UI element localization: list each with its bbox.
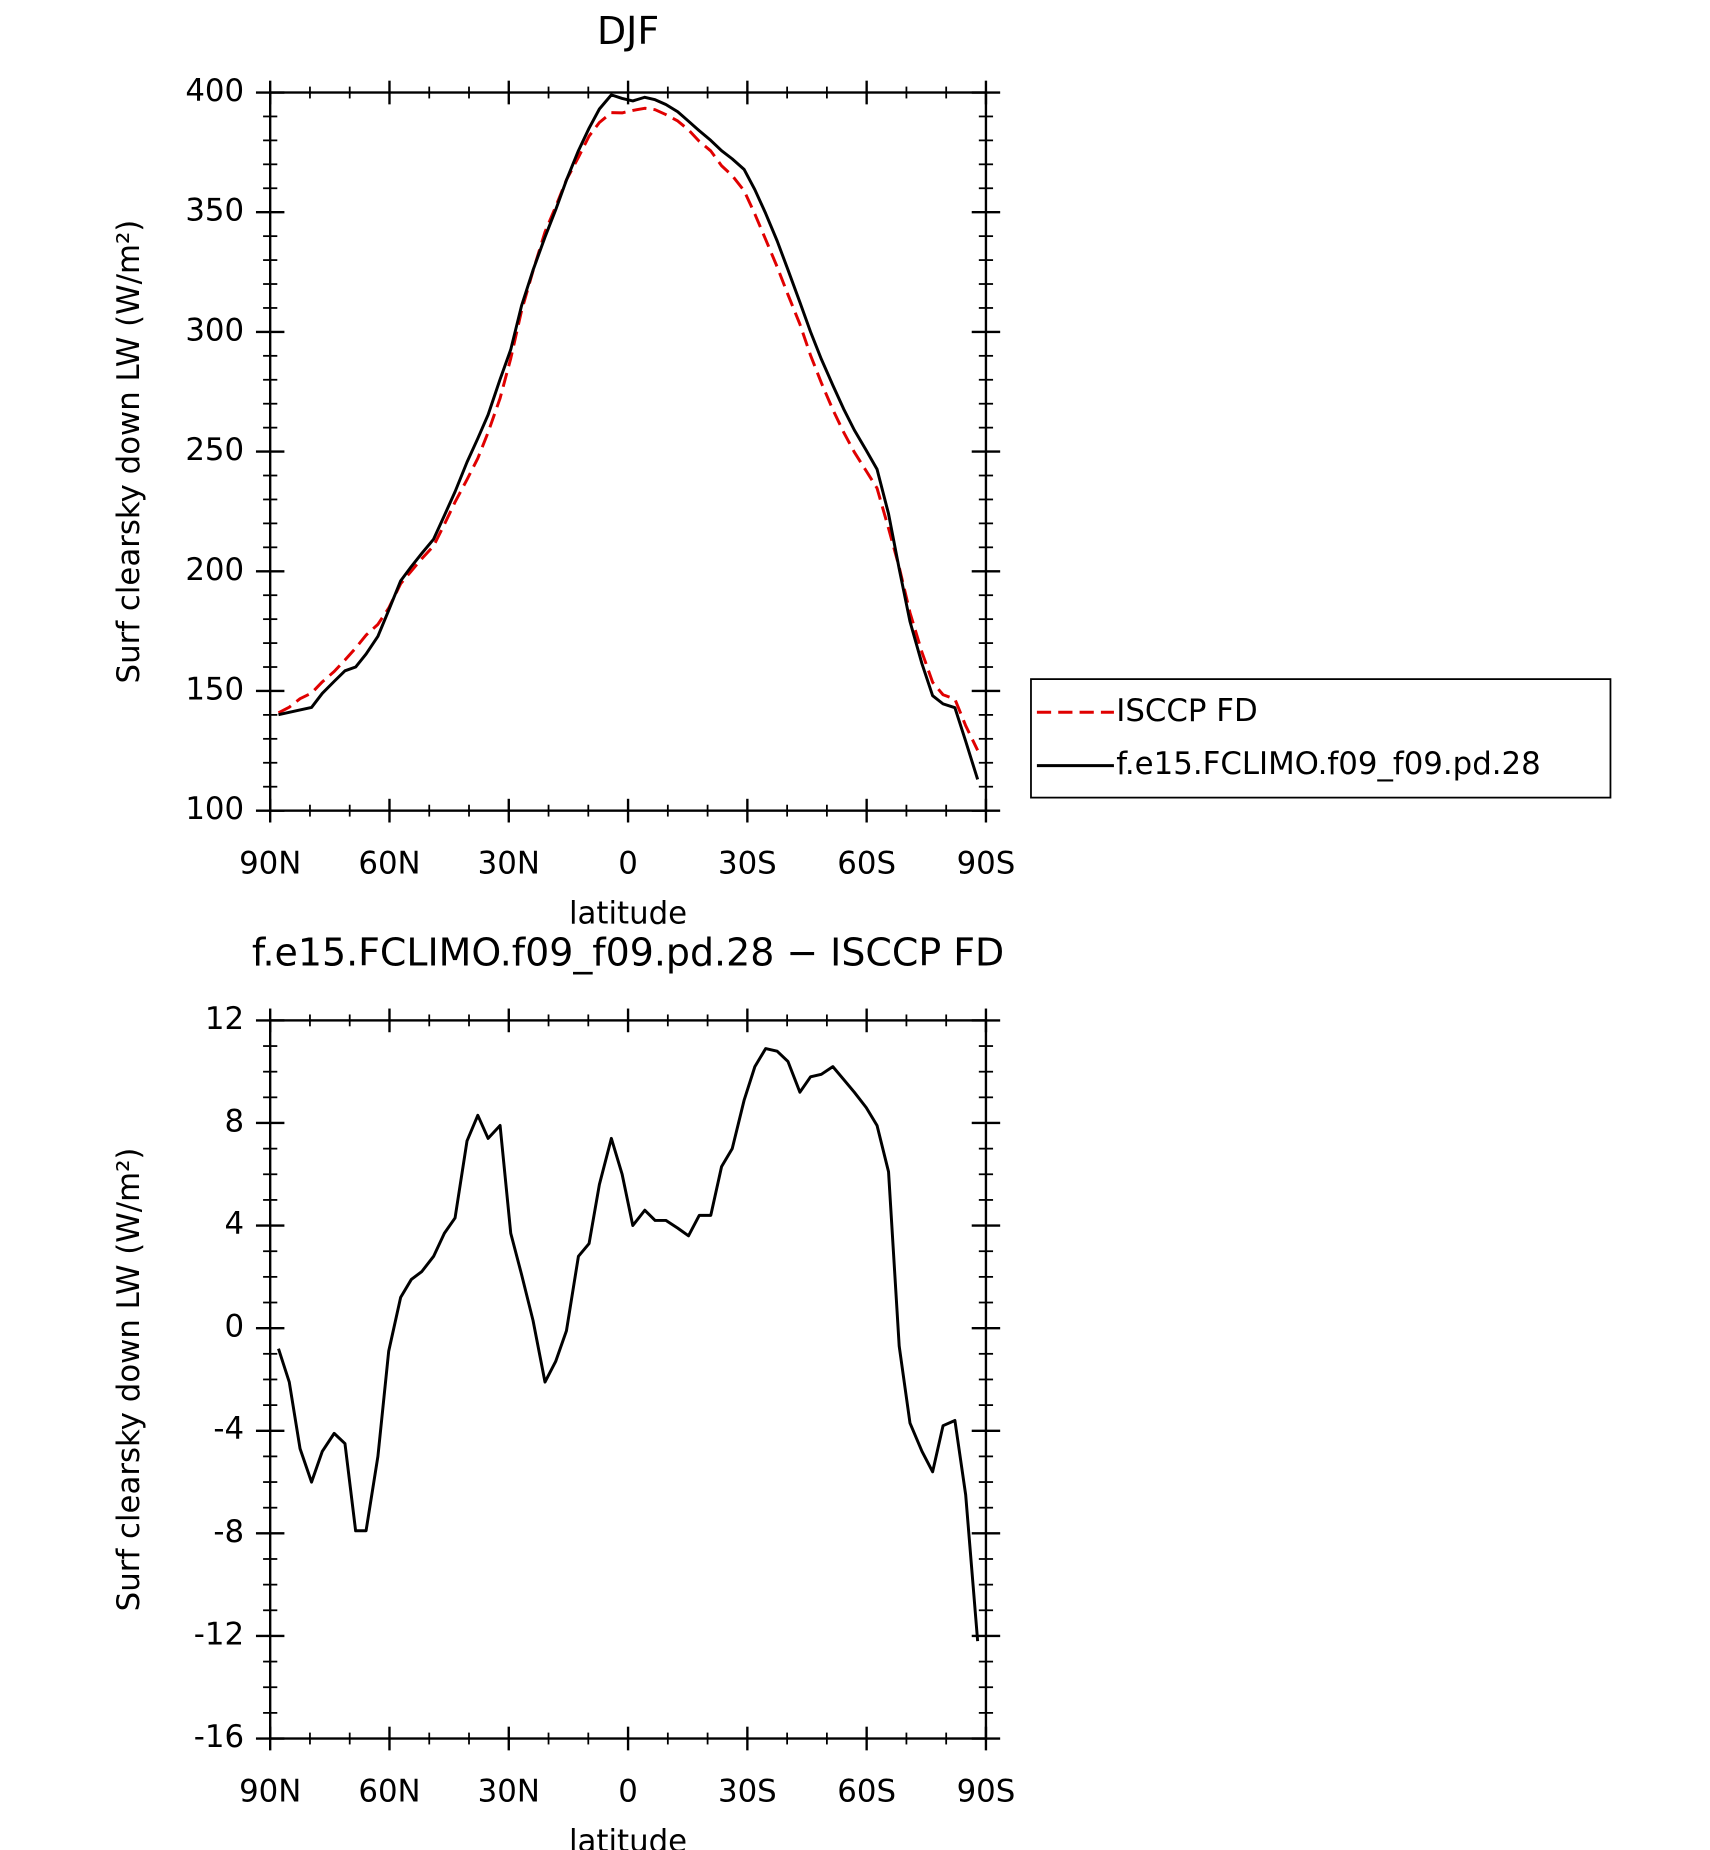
- y-tick-label: 350: [185, 193, 244, 229]
- x-tick-label: 30N: [478, 846, 540, 882]
- x-axis-label: latitude: [569, 895, 687, 931]
- chart-title: f.e15.FCLIMO.f09_f09.pd.28 − ISCCP FD: [252, 931, 1004, 975]
- x-tick-label: 90S: [957, 1774, 1016, 1810]
- chart-title: DJF: [597, 9, 659, 53]
- x-tick-label: 0: [618, 846, 638, 882]
- y-tick-label: -8: [213, 1514, 244, 1550]
- y-tick-label: 250: [185, 432, 244, 468]
- y-tick-label: 0: [225, 1309, 245, 1345]
- x-tick-label: 30N: [478, 1774, 540, 1810]
- y-tick-label: 12: [205, 1001, 244, 1037]
- plot-frame: [269, 91, 988, 812]
- y-tick-label: 4: [225, 1206, 245, 1242]
- legend-label: ISCCP FD: [1116, 693, 1257, 729]
- y-axis-label: Surf clearsky down LW (W/m²): [111, 220, 147, 684]
- legend-box: [1030, 678, 1612, 799]
- y-tick-label: -4: [213, 1411, 244, 1447]
- data-line: [278, 93, 980, 780]
- data-line: [277, 106, 979, 751]
- x-tick-label: 30S: [718, 846, 777, 882]
- x-axis-label: latitude: [569, 1823, 687, 1850]
- y-tick-label: 200: [185, 552, 244, 588]
- x-tick-label: 90N: [239, 846, 301, 882]
- data-line: [277, 1047, 980, 1642]
- x-tick-label: 30S: [718, 1774, 777, 1810]
- y-tick-label: 400: [185, 73, 244, 109]
- y-tick-label: 300: [185, 312, 244, 348]
- x-tick-label: 60S: [837, 846, 896, 882]
- x-tick-label: 90S: [957, 846, 1016, 882]
- y-tick-label: 100: [185, 791, 244, 827]
- x-tick-label: 90N: [239, 1774, 301, 1810]
- y-tick-label: -16: [194, 1719, 244, 1755]
- legend-label: f.e15.FCLIMO.f09_f09.pd.28: [1116, 746, 1540, 782]
- y-axis-label: Surf clearsky down LW (W/m²): [111, 1148, 147, 1612]
- x-tick-label: 60N: [358, 1774, 420, 1810]
- x-tick-label: 60S: [837, 1774, 896, 1810]
- x-tick-label: 0: [618, 1774, 638, 1810]
- y-tick-label: 8: [225, 1103, 245, 1139]
- y-tick-label: -12: [194, 1616, 244, 1652]
- y-tick-label: 150: [185, 671, 244, 707]
- x-tick-label: 60N: [358, 846, 420, 882]
